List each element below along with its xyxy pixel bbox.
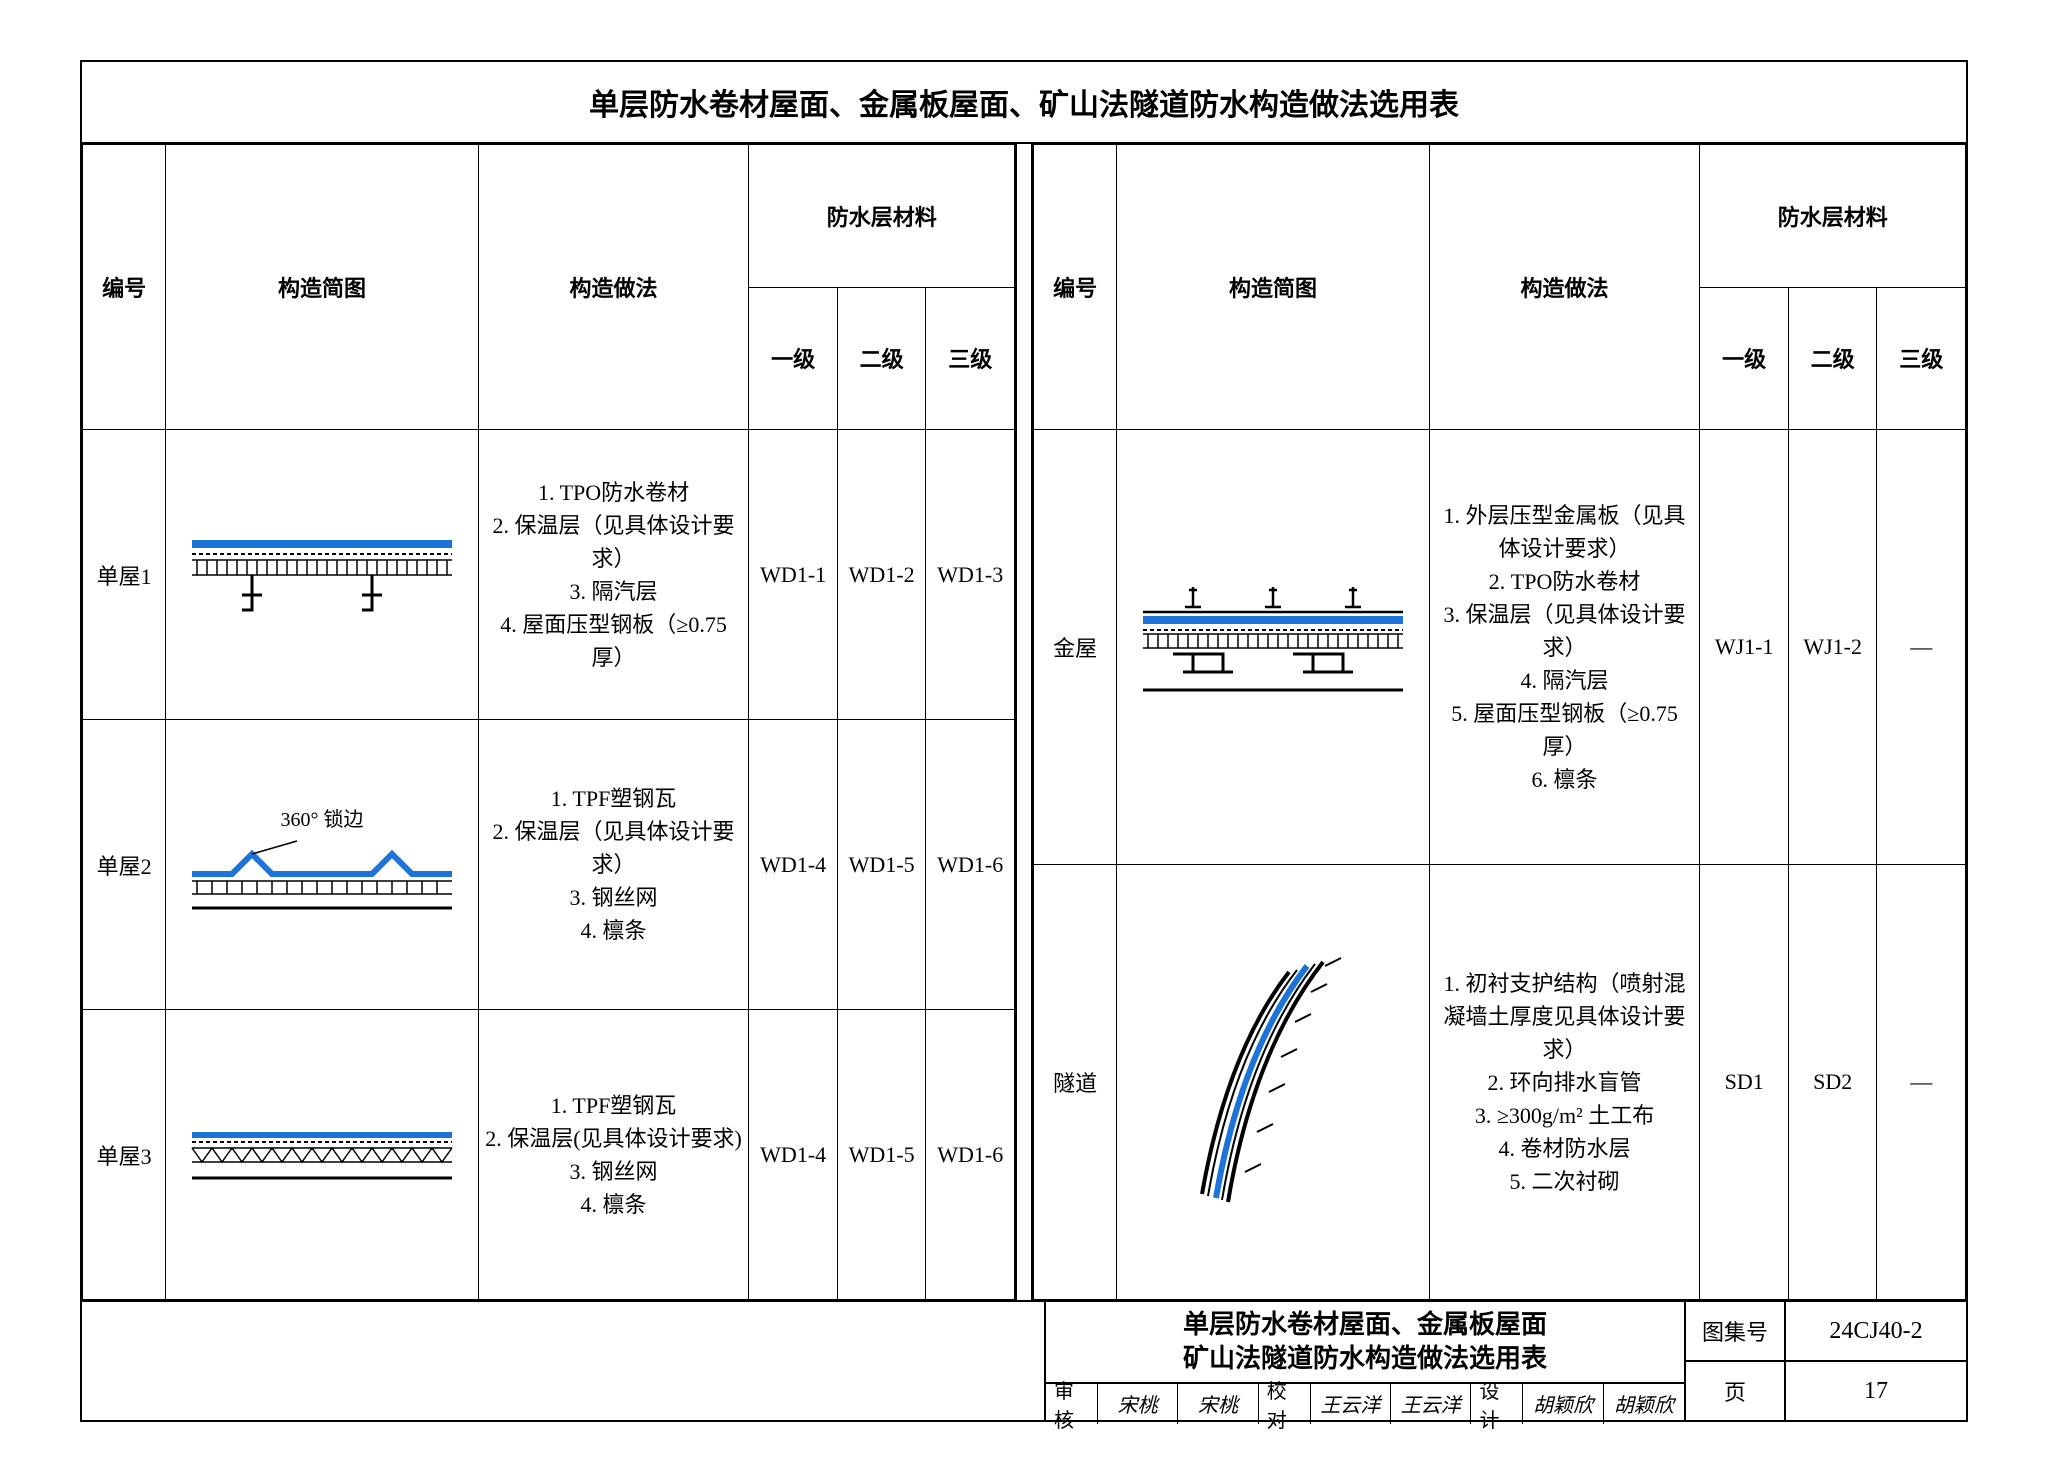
right-table: 编号 构造简图 构造做法 防水层材料 一级 二级 三级 金屋	[1033, 144, 1966, 1300]
row-l1: SD1	[1700, 865, 1789, 1300]
signature-row: 审核 宋桃 宋桃 校对 王云洋 王云洋 设计 胡颖欣 胡颖欣	[1046, 1384, 1684, 1424]
th-material: 防水层材料	[1700, 145, 1966, 288]
row-l1: WD1-4	[749, 720, 838, 1010]
roof-diagram-1	[182, 520, 462, 630]
row-id: 单屋3	[83, 1010, 166, 1300]
row-id: 隧道	[1034, 865, 1117, 1300]
sig-name: 宋桃	[1098, 1384, 1178, 1424]
drawing-title-line1: 单层防水卷材屋面、金属板屋面	[1183, 1310, 1547, 1339]
row-l1: WD1-1	[749, 430, 838, 720]
th-l2: 二级	[1788, 287, 1877, 430]
roof-diagram-2	[182, 836, 462, 926]
album-value: 24CJ40-2	[1786, 1302, 1966, 1360]
figure-label: 360° 锁边	[172, 803, 471, 832]
row-figure	[1117, 430, 1429, 865]
th-l3: 三级	[1877, 287, 1966, 430]
drawing-title: 单层防水卷材屋面、金属板屋面 矿山法隧道防水构造做法选用表	[1046, 1302, 1684, 1384]
title-block: 单层防水卷材屋面、金属板屋面 矿山法隧道防水构造做法选用表 审核 宋桃 宋桃 校…	[82, 1300, 1966, 1420]
row-l3: —	[1877, 430, 1966, 865]
column-gap	[1015, 144, 1033, 1300]
row-figure: 360° 锁边	[166, 720, 478, 1010]
tunnel-diagram	[1173, 952, 1373, 1212]
right-table-wrap: 编号 构造简图 构造做法 防水层材料 一级 二级 三级 金屋	[1033, 144, 1966, 1300]
th-figure: 构造简图	[1117, 145, 1429, 430]
sig-name: 王云洋	[1311, 1384, 1391, 1424]
roof-diagram-3	[182, 1110, 462, 1200]
drawing-title-line2: 矿山法隧道防水构造做法选用表	[1183, 1344, 1547, 1373]
th-id: 编号	[83, 145, 166, 430]
row-l1: WJ1-1	[1700, 430, 1789, 865]
th-l2: 二级	[837, 287, 926, 430]
row-l1: WD1-4	[749, 1010, 838, 1300]
row-figure	[1117, 865, 1429, 1300]
th-id: 编号	[1034, 145, 1117, 430]
row-id: 单屋2	[83, 720, 166, 1010]
row-id: 单屋1	[83, 430, 166, 720]
sig-sign: 胡颖欣	[1604, 1384, 1684, 1424]
row-l2: WD1-5	[837, 1010, 926, 1300]
sig-label: 审核	[1046, 1384, 1098, 1424]
row-l3: WD1-3	[926, 430, 1015, 720]
sig-sign: 宋桃	[1178, 1384, 1258, 1424]
row-l2: WD1-2	[837, 430, 926, 720]
row-l3: WD1-6	[926, 1010, 1015, 1300]
left-table-wrap: 编号 构造简图 构造做法 防水层材料 一级 二级 三级 单屋1	[82, 144, 1015, 1300]
row-method: 1. TPF塑钢瓦 2. 保温层（见具体设计要求） 3. 钢丝网 4. 檩条	[478, 720, 749, 1010]
page-title: 单层防水卷材屋面、金属板屋面、矿山法隧道防水构造做法选用表	[82, 62, 1966, 144]
sig-label: 校对	[1259, 1384, 1311, 1424]
th-method: 构造做法	[1429, 145, 1700, 430]
title-block-blank	[82, 1302, 1046, 1420]
th-l1: 一级	[749, 287, 838, 430]
th-method: 构造做法	[478, 145, 749, 430]
row-l2: WD1-5	[837, 720, 926, 1010]
album-label: 图集号	[1686, 1302, 1786, 1360]
row-method: 1. 初衬支护结构（喷射混凝墙土厚度见具体设计要求） 2. 环向排水盲管 3. …	[1429, 865, 1700, 1300]
sig-sign: 王云洋	[1391, 1384, 1471, 1424]
page-label: 页	[1686, 1362, 1786, 1420]
row-l2: WJ1-2	[1788, 430, 1877, 865]
row-method: 1. TPF塑钢瓦 2. 保温层(见具体设计要求) 3. 钢丝网 4. 檩条	[478, 1010, 749, 1300]
row-l2: SD2	[1788, 865, 1877, 1300]
main-area: 编号 构造简图 构造做法 防水层材料 一级 二级 三级 单屋1	[82, 144, 1966, 1300]
page-value: 17	[1786, 1362, 1966, 1420]
sig-name: 胡颖欣	[1523, 1384, 1603, 1424]
th-l3: 三级	[926, 287, 1015, 430]
row-l3: WD1-6	[926, 720, 1015, 1010]
row-l3: —	[1877, 865, 1966, 1300]
row-figure	[166, 1010, 478, 1300]
th-l1: 一级	[1700, 287, 1789, 430]
row-figure	[166, 430, 478, 720]
title-block-right: 图集号 24CJ40-2 页 17	[1686, 1302, 1966, 1420]
row-id: 金屋	[1034, 430, 1117, 865]
title-block-mid: 单层防水卷材屋面、金属板屋面 矿山法隧道防水构造做法选用表 审核 宋桃 宋桃 校…	[1046, 1302, 1686, 1420]
left-table: 编号 构造简图 构造做法 防水层材料 一级 二级 三级 单屋1	[82, 144, 1015, 1300]
row-method: 1. 外层压型金属板（见具体设计要求） 2. TPO防水卷材 3. 保温层（见具…	[1429, 430, 1700, 865]
drawing-frame: 单层防水卷材屋面、金属板屋面、矿山法隧道防水构造做法选用表 编号 构造简图 构造…	[80, 60, 1968, 1422]
sig-label: 设计	[1471, 1384, 1523, 1424]
th-figure: 构造简图	[166, 145, 478, 430]
row-method: 1. TPO防水卷材 2. 保温层（见具体设计要求） 3. 隔汽层 4. 屋面压…	[478, 430, 749, 720]
th-material: 防水层材料	[749, 145, 1015, 288]
metal-roof-diagram	[1133, 572, 1413, 722]
